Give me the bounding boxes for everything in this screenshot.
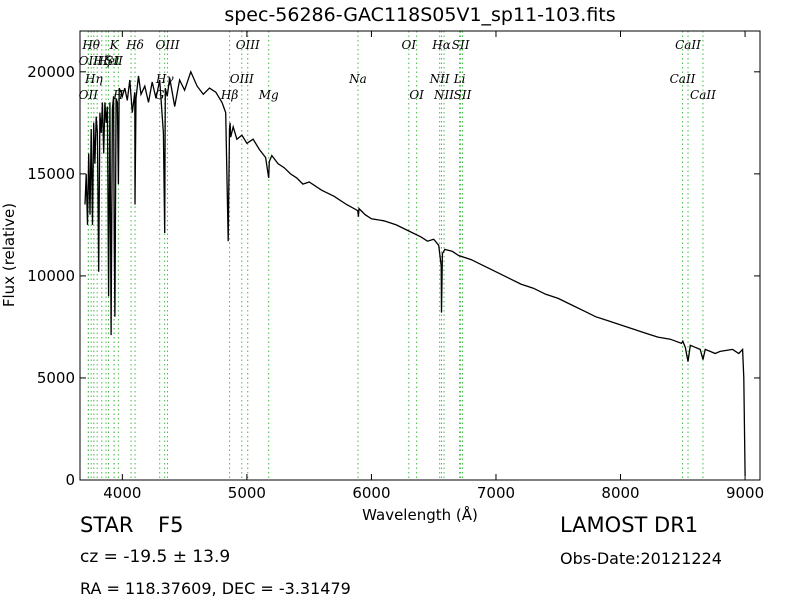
x-tick-label: 6000 (352, 484, 390, 502)
line-label: SII (454, 88, 472, 102)
x-tick-label: 9000 (726, 484, 764, 502)
y-axis-label: Flux (relative) (0, 203, 18, 307)
obs-date-label: Obs-Date:20121224 (560, 549, 722, 568)
line-label: OIII (156, 38, 180, 52)
line-label: OII (79, 88, 99, 102)
line-label: Li (453, 72, 466, 86)
line-label: K (109, 38, 120, 52)
y-axis: 0 5000 10000 15000 20000 (27, 63, 760, 489)
line-label: OI (402, 38, 417, 52)
line-label: Mg (258, 88, 279, 102)
plot-frame (79, 30, 761, 481)
spectrum-line (84, 70, 746, 476)
line-label: OIII (230, 72, 254, 86)
line-label: OII (79, 54, 99, 68)
line-label: Hα (431, 38, 451, 52)
line-label: Hζ (92, 54, 111, 68)
x-tick-label: 7000 (477, 484, 515, 502)
line-label: OIII (236, 38, 260, 52)
survey-name: LAMOST DR1 (560, 513, 699, 537)
line-label: NII (433, 88, 454, 102)
line-label: SII (105, 54, 123, 68)
line-label: HeI (96, 54, 120, 68)
line-label: Hδ (125, 38, 144, 52)
coordinates-label: RA = 118.37609, DEC = -3.31479 (80, 579, 351, 598)
line-label: CaII (675, 38, 701, 52)
line-label: G (155, 88, 165, 102)
y-tick-label: 20000 (27, 63, 75, 81)
x-axis: 4000 5000 6000 7000 8000 9000 (103, 31, 764, 502)
y-tick-label: 0 (65, 471, 75, 489)
x-tick-label: 5000 (228, 484, 266, 502)
spectral-subclass: F5 (158, 513, 184, 537)
line-label: Hθ (81, 38, 100, 52)
line-markers (87, 31, 704, 480)
line-label: SII (452, 38, 470, 52)
line-label: CaII (670, 72, 696, 86)
redshift-label: cz = -19.5 ± 13.9 (80, 547, 231, 567)
line-label: NII (429, 72, 450, 86)
line-label: Hγ (155, 72, 174, 86)
x-axis-label: Wavelength (Å) (362, 505, 478, 524)
x-tick-label: 8000 (601, 484, 639, 502)
spectral-class: STAR (80, 513, 134, 537)
chart-title: spec-56286-GAC118S05V1_sp11-103.fits (224, 4, 616, 26)
y-tick-label: 5000 (37, 369, 75, 387)
line-label: CaII (690, 88, 716, 102)
x-tick-label: 4000 (103, 484, 141, 502)
line-labels: OIIOIIHθHηHζHeIKSIIHHδGHγOIIIHβOIIIOIIIM… (79, 38, 716, 102)
line-label: Na (348, 72, 367, 86)
line-label: Hβ (220, 88, 238, 102)
line-label: OI (409, 88, 424, 102)
line-label: Hη (84, 72, 103, 86)
y-tick-label: 10000 (27, 267, 75, 285)
y-tick-label: 15000 (27, 165, 75, 183)
